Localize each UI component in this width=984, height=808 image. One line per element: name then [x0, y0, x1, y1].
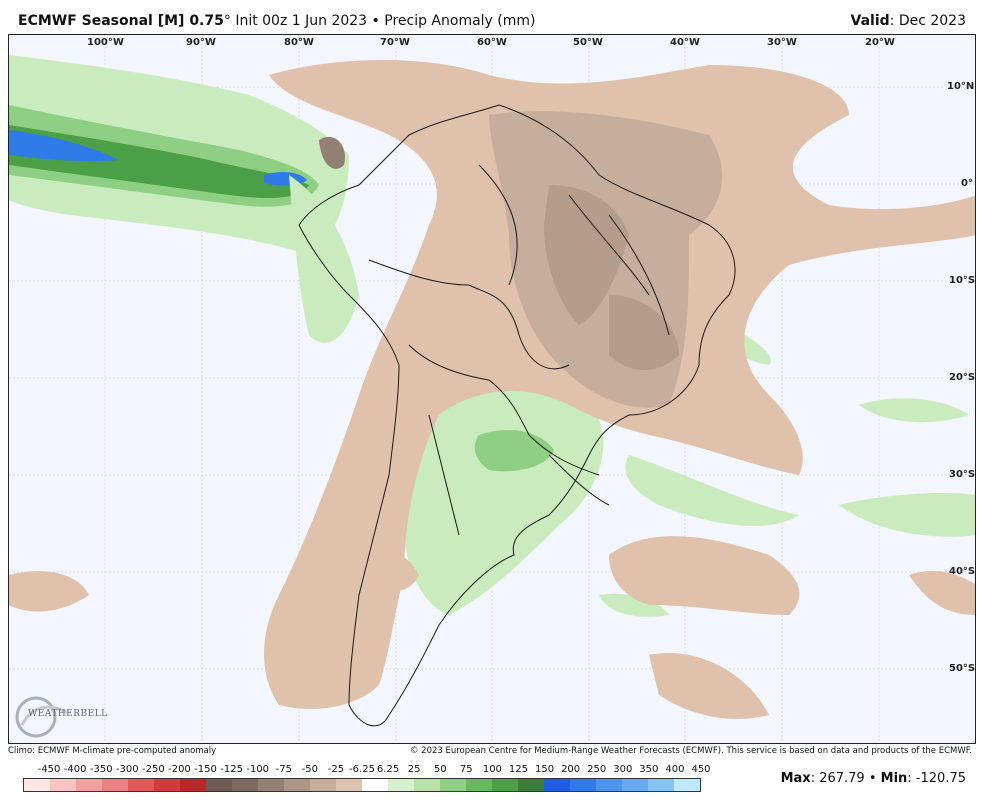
legend-tick-label: 50 [433, 764, 447, 775]
climo-credit: Climo: ECMWF M-climate pre-computed anom… [8, 746, 217, 756]
legend-swatch [544, 779, 570, 791]
legend-tick-label: -75 [275, 764, 292, 775]
init-time: Init 00z 1 Jun 2023 [235, 13, 368, 29]
legend-tick-label: -350 [89, 764, 113, 775]
product-name: Precip Anomaly (mm) [384, 13, 536, 29]
lon-label-70w: 70°W [380, 37, 410, 48]
legend-tick-label: 450 [691, 764, 711, 775]
legend-swatch [128, 779, 154, 791]
legend-swatch [76, 779, 102, 791]
legend-swatch [414, 779, 440, 791]
stats-separator: • [864, 771, 881, 786]
model-name: ECMWF Seasonal [M] 0.75 [18, 13, 224, 29]
legend-tick-label: 75 [459, 764, 473, 775]
legend-tick-label: -250 [142, 764, 165, 775]
legend-tick-label: 250 [587, 764, 607, 775]
lon-label-80w: 80°W [284, 37, 314, 48]
lat-label-50s: 50°S [949, 663, 976, 674]
lon-label-90w: 90°W [186, 37, 216, 48]
lat-label-0: 0° [961, 178, 973, 189]
legend-swatch [232, 779, 258, 791]
lat-label-10n: 10°N [947, 81, 975, 92]
min-label: Min [880, 771, 908, 786]
legend-swatch [440, 779, 466, 791]
legend-swatch [362, 779, 388, 791]
legend-swatch [674, 779, 700, 791]
weatherbell-logo: WEATHERBELL [12, 695, 107, 741]
legend-tick-label: 400 [665, 764, 685, 775]
legend-tick-label: 25 [407, 764, 421, 775]
legend-swatch [24, 779, 50, 791]
chart-header: ECMWF Seasonal [M] 0.75° Init 00z 1 Jun … [0, 0, 984, 34]
legend-swatch [648, 779, 674, 791]
legend-tick-label: -6.25 [349, 764, 375, 775]
lat-label-30s: 30°S [949, 469, 976, 480]
max-label: Max [780, 771, 811, 786]
legend-swatch [336, 779, 362, 791]
legend-tick-label: -50 [301, 764, 319, 775]
legend-tick-label: -300 [115, 764, 139, 775]
legend-swatch [310, 779, 336, 791]
legend-tick-label: 300 [613, 764, 633, 775]
legend-ticks: -450 -400 -350 -300 -250 -200 -150 -125 -100 -75-… [23, 764, 711, 777]
lat-label-20s: 20°S [949, 372, 976, 383]
map-canvas [9, 35, 975, 743]
legend-swatch [102, 779, 128, 791]
precip-anomaly-map: 100°W 90°W 80°W 70°W 60°W 50°W 40°W 30°W… [8, 34, 976, 744]
legend-swatch [50, 779, 76, 791]
legend-tick-label: 200 [561, 764, 581, 775]
min-value: : -120.75 [907, 771, 966, 786]
legend-tick-label: 6.25 [376, 764, 400, 775]
legend-tick-label: -200 [168, 764, 191, 775]
legend-tick-label: -450 [37, 764, 61, 775]
legend-tick-label: 125 [508, 764, 528, 775]
legend-tick-label: -125 [220, 764, 243, 775]
legend-swatch [596, 779, 622, 791]
logo-swirl-icon [15, 696, 68, 738]
legend-tick-label: 100 [482, 764, 502, 775]
legend-swatch [466, 779, 492, 791]
legend-tick-label: 350 [639, 764, 659, 775]
legend-swatch [518, 779, 544, 791]
wet-anomaly-pacific [9, 55, 359, 343]
max-min-stats: Max: 267.79 • Min: -120.75 [781, 771, 966, 786]
legend-tick-label: -25 [327, 764, 345, 775]
legend-tick-label: -100 [246, 764, 270, 775]
legend-swatch [570, 779, 596, 791]
legend-swatch [154, 779, 180, 791]
chart-title: ECMWF Seasonal [M] 0.75° Init 00z 1 Jun … [18, 13, 536, 29]
title-bullet: • [371, 13, 380, 29]
lon-label-60w: 60°W [477, 37, 507, 48]
logo-text: WEATHERBELL [28, 709, 108, 719]
legend-swatch [492, 779, 518, 791]
max-value: : 267.79 [810, 771, 865, 786]
lon-label-30w: 30°W [767, 37, 797, 48]
lon-label-40w: 40°W [670, 37, 700, 48]
dry-anomaly [9, 60, 975, 719]
degree-symbol: ° [223, 13, 231, 29]
legend-tick-label: 150 [534, 764, 555, 775]
lat-label-10s: 10°S [949, 275, 976, 286]
legend-swatches [23, 778, 701, 792]
lon-label-100w: 100°W [87, 37, 124, 48]
legend-swatch [258, 779, 284, 791]
ecmwf-credit: © 2023 European Centre for Medium-Range … [409, 746, 972, 756]
legend-swatch [206, 779, 232, 791]
coastline [298, 104, 736, 727]
lon-label-20w: 20°W [865, 37, 895, 48]
color-legend: -450 -400 -350 -300 -250 -200 -150 -125 -100 -75-… [23, 764, 711, 792]
legend-tick-label: -400 [63, 764, 87, 775]
legend-swatch [180, 779, 206, 791]
legend-tick-label: -150 [194, 764, 217, 775]
legend-swatch [388, 779, 414, 791]
lon-label-50w: 50°W [573, 37, 603, 48]
lat-label-40s: 40°S [949, 566, 976, 577]
legend-swatch [622, 779, 648, 791]
valid-label: Valid [850, 13, 890, 29]
valid-value: : Dec 2023 [889, 13, 966, 29]
legend-swatch [284, 779, 310, 791]
valid-date: Valid: Dec 2023 [851, 13, 966, 29]
